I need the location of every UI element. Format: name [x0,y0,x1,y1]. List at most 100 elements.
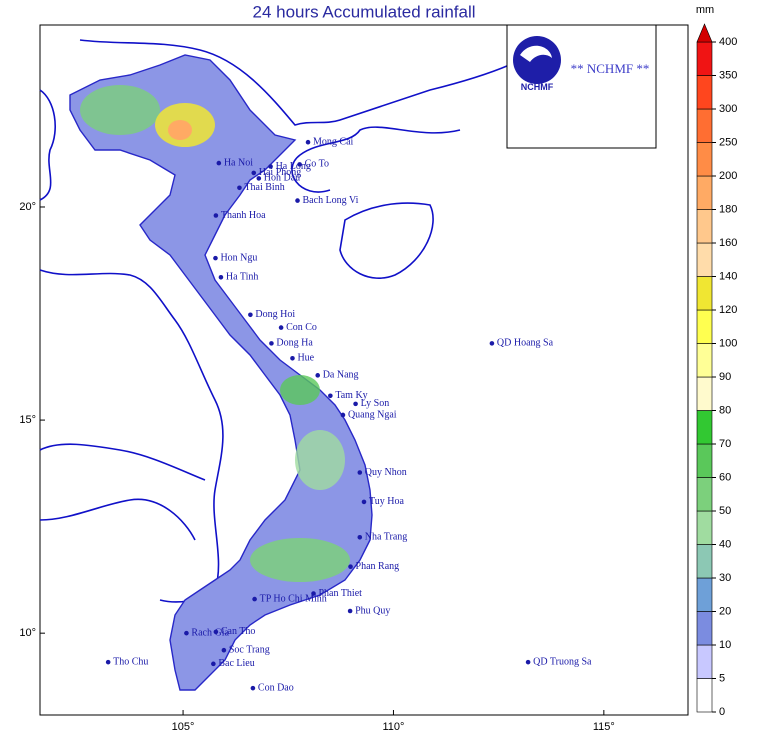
station [211,661,216,667]
colorbar-band [696,276,713,311]
colorbar-label: 120 [719,304,737,316]
colorbar-label: 100 [719,337,737,349]
colorbar-label: 30 [719,572,731,584]
colorbar-band [696,611,713,646]
station-label: Can Tho [221,626,256,637]
colorbar-band [696,510,713,545]
station-label: Thanh Hoa [221,210,266,221]
station [213,629,219,635]
station [252,596,257,602]
station [237,185,242,191]
station [340,412,346,418]
colorbar-band [696,209,713,244]
station [357,534,363,540]
lat-tick-label: 15° [19,414,36,426]
lat-tick-label: 10° [19,627,36,639]
station-label: TP Ho Chi Minh [260,593,327,604]
station [295,198,300,203]
station-label: Mong Cai [313,136,354,147]
station [290,355,295,361]
station [278,325,284,330]
station [297,162,302,167]
thai-border [39,443,206,481]
colorbar-label: 50 [719,505,731,517]
laos-north-border [39,89,56,201]
station [221,647,227,653]
colorbar-band [696,443,713,478]
rainfall-cells [80,85,350,582]
colorbar-label: 5 [719,672,725,684]
colorbar-band [696,309,713,344]
colorbar-label: 0 [719,706,725,718]
station-label: Tho Chu [113,656,148,667]
rain-cell [250,538,350,582]
colorbar-label: 80 [719,404,731,416]
colorbar-label: 160 [719,237,737,249]
colorbar-label: 400 [719,36,737,48]
logo: NCHMF ** NCHMF ** [506,24,657,149]
station [216,160,222,166]
colorbar-band [696,242,713,277]
colorbar-label: 200 [719,170,737,182]
colorbar-band [696,75,713,110]
station-label: Quy Nhon [365,467,407,478]
station [213,255,218,261]
station-label: Quang Ngai [348,409,397,420]
colorbar-label: 20 [719,605,731,617]
station [525,659,531,665]
rain-cell [168,120,192,140]
colorbar-label: 180 [719,203,737,215]
colorbar-label: 250 [719,136,737,148]
colorbar-band [696,41,713,76]
station [348,564,353,569]
colorbar-label: 300 [719,103,737,115]
colorbar-label: 60 [719,471,731,483]
station-label: Phan Thiet [319,588,363,599]
station [347,608,353,614]
station [251,170,257,176]
station-label: Phu Quy [355,605,390,616]
station-label: Thai Binh [244,182,284,193]
logo-caption: ** NCHMF ** [571,61,650,76]
colorbar-label: 70 [719,438,731,450]
colorbar-band [696,108,713,143]
lat-tick-label: 20° [19,201,36,213]
lon-tick-label: 115° [593,721,615,733]
logo-emblem [513,36,561,84]
station [248,312,253,318]
station [250,685,256,691]
station [311,591,316,596]
station-label: Hue [297,353,314,364]
station-label: Ha Tinh [226,272,259,283]
rain-cell [80,85,160,135]
rain-cell [295,430,345,490]
colorbar-band [696,477,713,512]
station-label: Dong Ha [276,338,313,349]
station-label: Hon Dau [264,173,300,184]
colorbar-label: 350 [719,69,737,81]
station [268,164,273,169]
station [256,176,262,181]
lon-tick-label: 105° [172,721,195,733]
station-label: Bac Lieu [218,658,254,669]
colorbar-unit: mm [696,4,714,16]
cambodia-border [39,498,196,541]
station-label: Con Dao [258,682,294,693]
station-label: Hai Phong [259,167,302,178]
station [361,499,367,505]
map-title: 24 hours Accumulated rainfall [252,2,475,21]
hainan [339,202,434,279]
station-label: Con Co [286,322,317,333]
station [213,213,219,218]
colorbar-band [696,644,713,679]
station-label: Ha Noi [224,157,253,168]
colorbar-band [696,175,713,210]
station-label: QD Truong Sa [533,656,592,667]
station-label: Nha Trang [365,532,408,543]
colorbar-band [696,376,713,411]
station-label: Ly Son [361,398,390,409]
station-label: Tuy Hoa [369,496,404,507]
colorbar-label: 40 [719,538,731,550]
station [184,630,189,636]
